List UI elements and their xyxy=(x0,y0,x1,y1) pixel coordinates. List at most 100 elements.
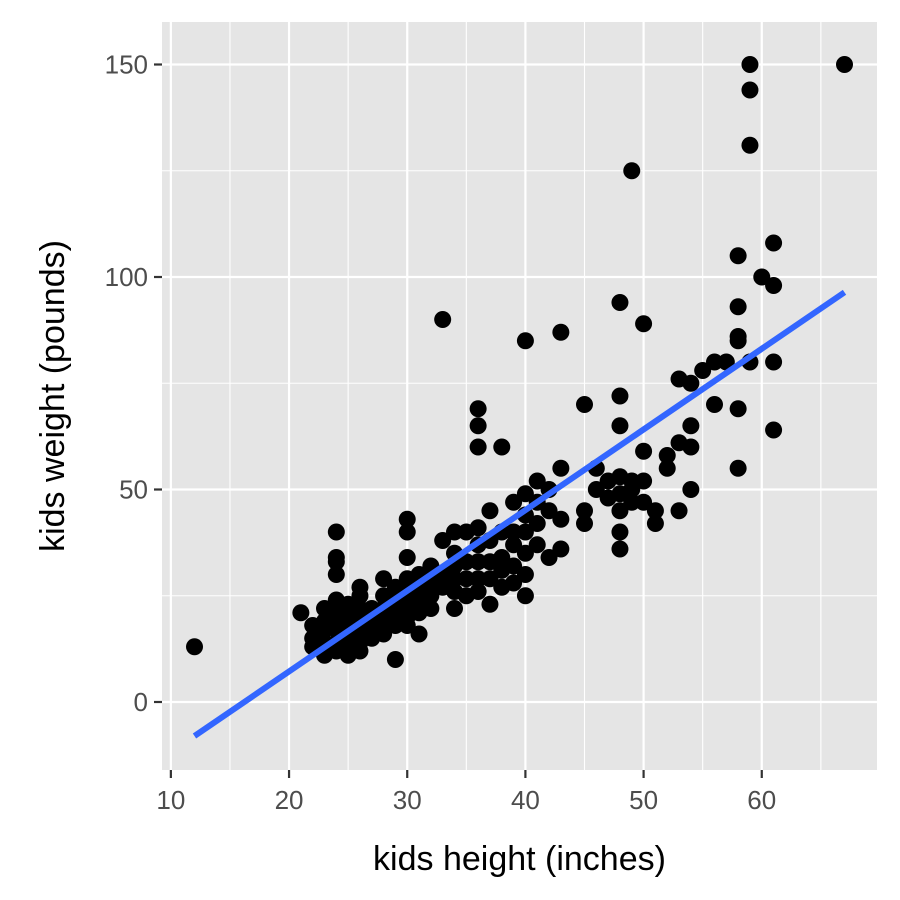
data-point xyxy=(729,459,747,477)
data-point xyxy=(741,81,759,99)
data-point xyxy=(682,438,700,456)
data-point xyxy=(635,442,653,460)
data-point xyxy=(635,493,653,511)
x-tick-label: 20 xyxy=(275,785,304,815)
x-tick-label: 60 xyxy=(747,785,776,815)
data-point xyxy=(587,481,605,498)
data-point xyxy=(729,298,747,316)
data-point xyxy=(469,570,487,588)
data-point xyxy=(516,566,534,583)
data-point xyxy=(292,604,310,622)
data-point xyxy=(765,421,783,439)
data-point xyxy=(753,268,771,286)
data-point xyxy=(741,136,759,154)
data-point xyxy=(729,247,747,265)
data-point xyxy=(741,56,759,73)
y-tick-label: 100 xyxy=(105,262,148,292)
data-point xyxy=(469,417,487,435)
data-point xyxy=(327,523,345,541)
data-point xyxy=(469,583,487,600)
data-point xyxy=(646,502,664,520)
data-point xyxy=(611,294,629,311)
data-point xyxy=(457,553,475,571)
data-point xyxy=(469,553,487,571)
data-point xyxy=(611,523,629,541)
data-point xyxy=(481,595,499,613)
data-point xyxy=(375,625,393,643)
data-point xyxy=(552,510,570,528)
plot-panel xyxy=(162,22,877,770)
data-point xyxy=(528,472,546,490)
data-point xyxy=(623,481,641,498)
data-point xyxy=(694,362,712,379)
data-point xyxy=(765,277,783,294)
data-point xyxy=(505,557,523,575)
trend-line xyxy=(192,289,847,739)
data-point xyxy=(457,570,475,588)
data-point xyxy=(446,600,463,617)
data-point xyxy=(327,566,345,583)
data-point xyxy=(670,502,688,520)
data-point xyxy=(516,544,534,562)
data-point xyxy=(375,570,393,588)
x-tick-label: 40 xyxy=(511,785,540,815)
data-point xyxy=(623,162,641,180)
x-tick-label: 10 xyxy=(156,785,185,815)
y-tick-label: 50 xyxy=(119,475,148,505)
data-point xyxy=(516,485,534,503)
data-point xyxy=(422,600,440,617)
data-point xyxy=(540,502,558,520)
data-point xyxy=(422,587,440,605)
data-point xyxy=(765,353,783,371)
data-point xyxy=(540,549,558,566)
data-point xyxy=(611,540,629,558)
data-point xyxy=(434,532,452,549)
data-point xyxy=(386,578,404,596)
data-point xyxy=(682,481,700,498)
data-point xyxy=(469,519,487,537)
data-point xyxy=(706,396,723,413)
data-point xyxy=(316,600,333,617)
data-point xyxy=(717,353,735,371)
data-point xyxy=(481,570,499,588)
data-point xyxy=(351,642,369,660)
x-axis-title: kids height (inches) xyxy=(373,840,666,878)
data-point xyxy=(528,515,546,532)
data-point xyxy=(505,536,523,554)
data-point xyxy=(469,438,487,456)
data-point xyxy=(576,502,593,520)
data-point xyxy=(765,234,783,252)
trend-line-group xyxy=(192,289,847,739)
data-point xyxy=(729,332,747,350)
data-point xyxy=(493,549,511,566)
data-point xyxy=(706,353,723,371)
data-point xyxy=(398,549,416,566)
data-point xyxy=(576,396,593,413)
x-tick-label: 50 xyxy=(629,785,658,815)
data-point xyxy=(682,374,700,392)
data-point xyxy=(493,438,511,456)
x-tick-label: 30 xyxy=(393,785,422,815)
data-point xyxy=(505,493,523,511)
data-point xyxy=(351,587,369,605)
data-point xyxy=(552,459,570,477)
data-point xyxy=(682,417,700,435)
data-point xyxy=(505,523,523,541)
data-point xyxy=(658,459,676,477)
data-point xyxy=(446,523,463,541)
data-points xyxy=(186,56,853,668)
data-point xyxy=(434,311,452,328)
data-point xyxy=(552,540,570,558)
data-point xyxy=(469,400,487,418)
data-point xyxy=(481,502,499,520)
data-point xyxy=(410,625,428,643)
data-point xyxy=(398,523,416,541)
data-point xyxy=(351,600,369,617)
y-axis: 0 50 100 150 xyxy=(105,50,162,717)
data-point xyxy=(658,447,676,464)
y-tick-label: 0 xyxy=(134,687,148,717)
y-axis-title: kids weight (pounds) xyxy=(34,240,72,552)
data-point xyxy=(576,515,593,532)
data-point xyxy=(635,315,653,333)
